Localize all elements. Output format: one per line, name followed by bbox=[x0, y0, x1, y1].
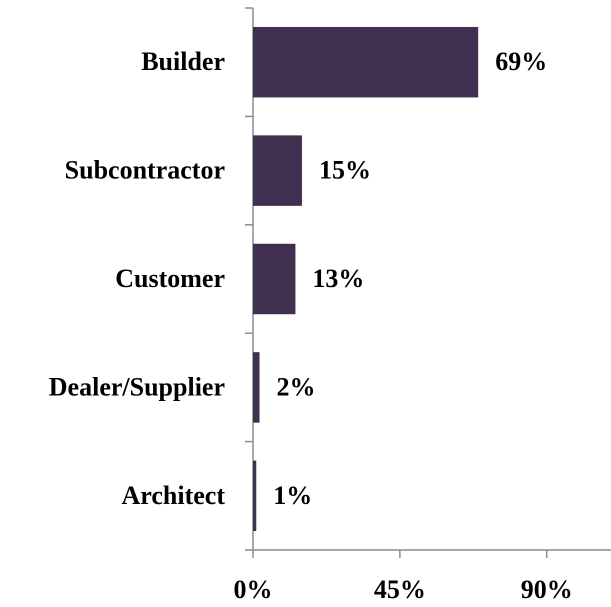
y-tick-label: Dealer/Supplier bbox=[49, 372, 225, 401]
y-tick-label: Subcontractor bbox=[65, 156, 225, 185]
y-tick-label: Builder bbox=[141, 47, 225, 76]
value-label: 13% bbox=[312, 264, 364, 293]
bar bbox=[253, 243, 296, 315]
x-tick-label: 90% bbox=[521, 575, 573, 604]
bar bbox=[253, 460, 257, 532]
bar bbox=[253, 135, 302, 206]
bar bbox=[253, 352, 260, 423]
value-label: 1% bbox=[273, 481, 312, 510]
y-tick-label: Architect bbox=[122, 481, 226, 510]
value-label: 15% bbox=[319, 156, 371, 185]
y-tick-label: Customer bbox=[115, 264, 225, 293]
value-label: 2% bbox=[277, 372, 316, 401]
value-label: 69% bbox=[495, 47, 547, 76]
x-tick-label: 45% bbox=[374, 575, 426, 604]
x-tick-label: 0% bbox=[234, 575, 273, 604]
bar bbox=[253, 26, 479, 98]
